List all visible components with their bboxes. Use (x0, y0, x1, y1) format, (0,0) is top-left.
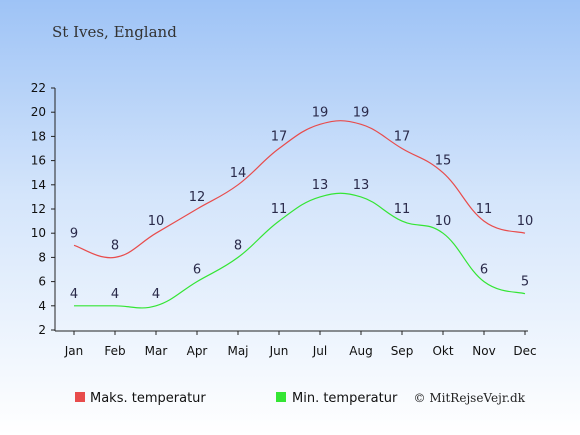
series-line-max (73, 120, 526, 259)
legend: Maks. temperatur Min. temperatur (75, 391, 398, 406)
data-label: 17 (394, 130, 411, 145)
legend-label-min: Min. temperatur (292, 391, 398, 406)
data-labels: 9 8 10 12 14 17 19 19 17 15 11 10 4 4 4 6 8 11 13 13 11 10 6 5 (70, 105, 533, 301)
data-label: 6 (193, 263, 201, 278)
x-tick-label: Dec (513, 344, 536, 358)
data-label: 19 (312, 105, 329, 120)
y-tick-label: 2 (38, 323, 46, 337)
data-label: 12 (189, 190, 206, 205)
data-label: 13 (353, 178, 370, 193)
y-tick-label: 20 (31, 105, 46, 119)
data-label: 10 (517, 214, 534, 229)
data-label: 11 (394, 202, 411, 217)
data-label: 9 (70, 226, 78, 241)
legend-swatch-min (276, 392, 286, 402)
legend-label-max: Maks. temperatur (90, 391, 206, 406)
data-label: 6 (480, 263, 488, 278)
data-label: 19 (353, 105, 370, 120)
data-label: 10 (435, 214, 452, 229)
axes: 2 4 6 8 10 12 14 16 18 20 22 Jan Feb Mar Apr Maj Jun Jul A… (31, 81, 537, 358)
series-lines (73, 120, 526, 309)
data-label: 4 (111, 287, 119, 302)
x-tick-label: Nov (472, 344, 495, 358)
x-tick-label: Apr (187, 344, 208, 358)
data-label: 11 (476, 202, 493, 217)
x-tick-label: Maj (227, 344, 248, 358)
x-tick-label: Jan (64, 344, 84, 358)
x-tick-label: Feb (104, 344, 125, 358)
data-label: 4 (152, 287, 160, 302)
y-tick-label: 22 (31, 81, 46, 95)
x-tick-label: Mar (145, 344, 168, 358)
x-tick-label: Sep (391, 344, 414, 358)
y-tick-label: 14 (31, 178, 46, 192)
x-tick-label: Aug (349, 344, 372, 358)
series-line-min (73, 192, 526, 309)
y-tick-label: 16 (31, 154, 46, 168)
data-label: 11 (271, 202, 288, 217)
data-label: 10 (148, 214, 165, 229)
y-tick-label: 10 (31, 226, 46, 240)
data-label: 8 (234, 238, 242, 253)
data-label: 15 (435, 154, 452, 169)
y-tick-label: 12 (31, 202, 46, 216)
data-label: 14 (230, 166, 247, 181)
credit-text: © MitRejseVejr.dk (414, 391, 526, 405)
x-tick-label: Okt (432, 344, 453, 358)
y-tick-label: 8 (38, 250, 46, 264)
data-label: 8 (111, 238, 119, 253)
y-tick-label: 4 (38, 299, 46, 313)
data-label: 4 (70, 287, 78, 302)
legend-swatch-max (75, 392, 85, 402)
data-label: 17 (271, 130, 288, 145)
data-label: 5 (521, 275, 529, 290)
x-tick-label: Jun (269, 344, 289, 358)
y-tick-label: 6 (38, 275, 46, 289)
chart-title: St Ives, England (52, 23, 177, 41)
y-tick-label: 18 (31, 129, 46, 143)
x-tick-label: Jul (312, 344, 327, 358)
data-label: 13 (312, 178, 329, 193)
